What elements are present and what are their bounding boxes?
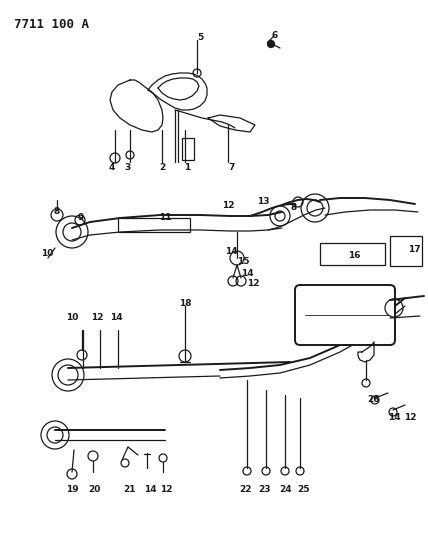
Bar (390, 236, 422, 266)
Text: 9: 9 (78, 214, 84, 222)
Text: 12: 12 (222, 200, 234, 209)
Text: 17: 17 (408, 245, 420, 254)
Text: 20: 20 (88, 486, 100, 495)
Text: 23: 23 (259, 486, 271, 495)
Text: 14: 14 (110, 313, 122, 322)
Text: 12: 12 (404, 414, 416, 423)
Text: 14: 14 (388, 414, 400, 423)
Text: 19: 19 (65, 486, 78, 495)
Text: 10: 10 (41, 248, 53, 257)
Text: 12: 12 (91, 313, 103, 322)
Text: 14: 14 (241, 270, 253, 279)
Text: 15: 15 (237, 256, 249, 265)
Text: 12: 12 (247, 279, 259, 288)
Text: 16: 16 (348, 252, 360, 261)
Text: 1: 1 (184, 164, 190, 173)
Text: 18: 18 (179, 300, 191, 309)
FancyBboxPatch shape (295, 285, 395, 345)
Text: 3: 3 (125, 164, 131, 173)
Text: 8: 8 (291, 203, 297, 212)
Text: 14: 14 (144, 486, 156, 495)
Text: 14: 14 (225, 247, 237, 256)
Text: 11: 11 (159, 214, 171, 222)
Text: 13: 13 (257, 197, 269, 206)
Text: 25: 25 (298, 486, 310, 495)
Text: 24: 24 (279, 486, 292, 495)
Bar (320, 243, 385, 265)
Text: 26: 26 (368, 395, 380, 405)
Bar (182, 138, 194, 160)
Text: 21: 21 (124, 486, 136, 495)
Text: 4: 4 (109, 164, 115, 173)
Text: 22: 22 (240, 486, 252, 495)
Text: 7: 7 (229, 164, 235, 173)
Text: 2: 2 (159, 164, 165, 173)
Text: 6: 6 (272, 30, 278, 39)
Text: 5: 5 (197, 34, 203, 43)
Text: 12: 12 (160, 486, 172, 495)
Text: 8: 8 (54, 206, 60, 215)
Text: 10: 10 (66, 313, 78, 322)
Circle shape (268, 41, 274, 47)
Text: 7711 100 A: 7711 100 A (14, 18, 89, 31)
Bar (118, 218, 190, 232)
